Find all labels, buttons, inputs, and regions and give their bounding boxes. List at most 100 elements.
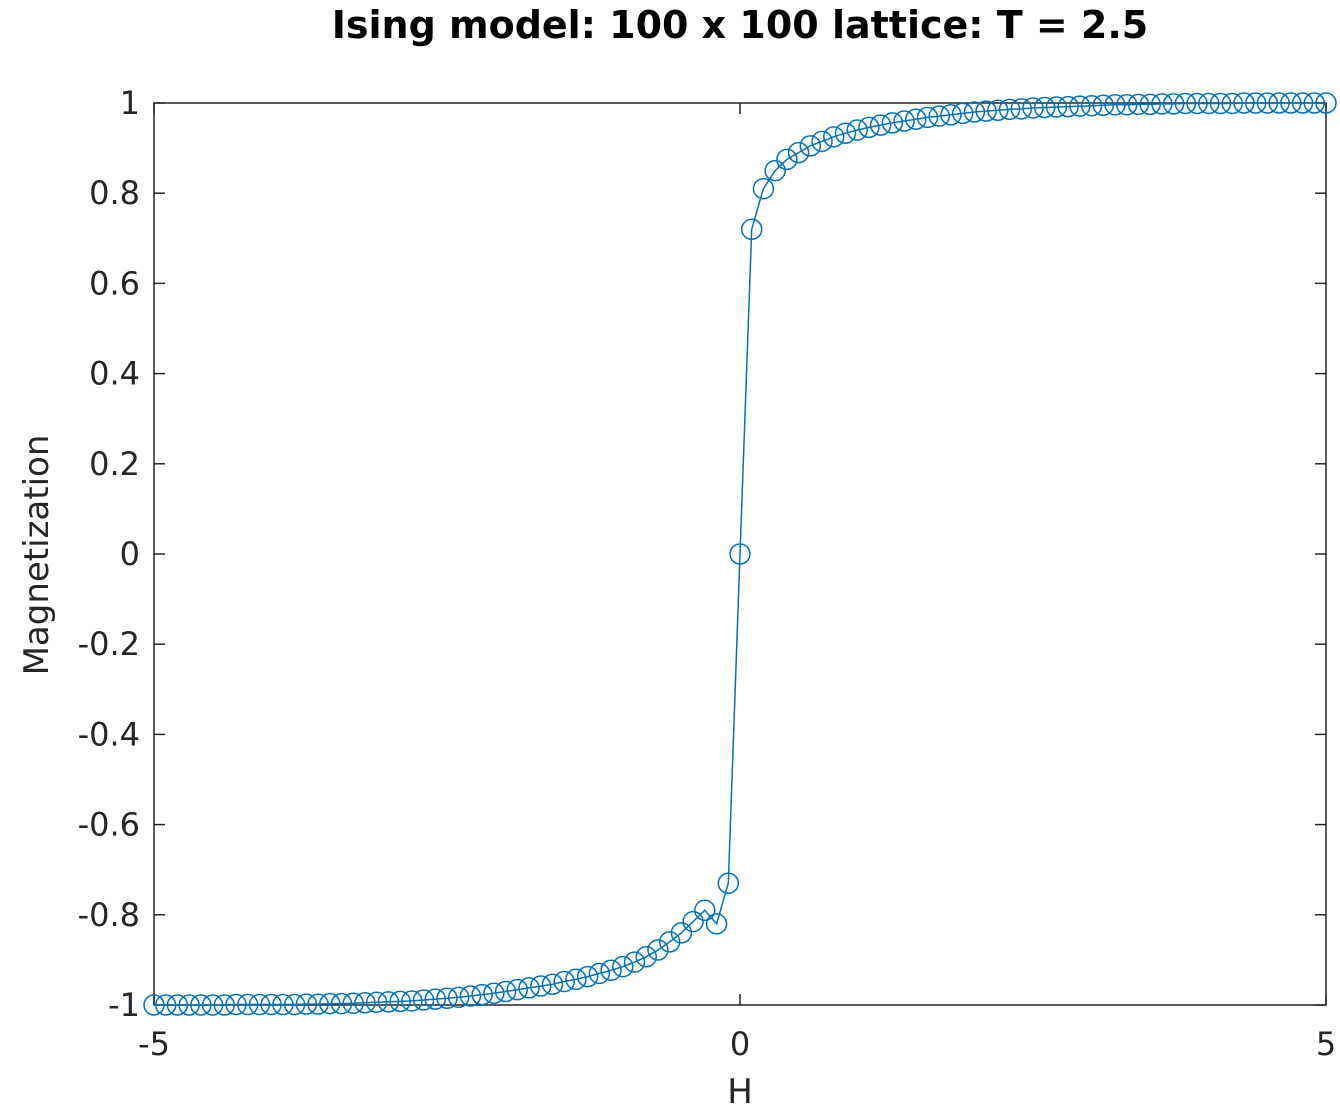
data-point-marker [248, 993, 271, 1016]
data-point-marker [893, 110, 915, 132]
data-point-marker [1033, 96, 1056, 119]
data-point-marker [330, 992, 353, 1015]
data-point-marker [506, 978, 529, 1001]
data-point-marker [213, 994, 236, 1016]
data-point-marker [424, 988, 447, 1010]
data-point-marker [447, 986, 470, 1009]
y-tick-label: 0 [120, 535, 140, 573]
data-point-marker [940, 103, 962, 126]
data-point-marker [1151, 93, 1173, 115]
data-point-marker [295, 993, 318, 1015]
data-point-marker [823, 126, 845, 148]
x-axis-tick-labels: -5 0 5 [138, 1025, 1336, 1063]
data-point-marker [483, 982, 505, 1005]
data-point-marker [951, 102, 974, 125]
y-tick-label: -0.2 [78, 625, 140, 663]
data-point-marker [143, 994, 165, 1016]
data-point-marker [928, 105, 950, 127]
data-point-marker [682, 910, 704, 933]
data-point-marker [670, 922, 693, 944]
data-point-marker [1116, 94, 1138, 116]
data-point-marker [776, 148, 798, 171]
data-point-marker [612, 955, 634, 978]
y-tick-label: -0.4 [78, 715, 140, 753]
data-point-marker [905, 108, 927, 130]
data-point-marker [494, 980, 517, 1003]
y-tick-label: 0.6 [89, 264, 140, 302]
y-tick-label: -0.8 [78, 896, 140, 934]
data-point-marker [1045, 96, 1068, 118]
data-point-marker [1198, 92, 1220, 115]
data-point-marker [975, 100, 997, 122]
magnetization-series-markers [143, 92, 1337, 1016]
data-point-marker [1244, 92, 1267, 114]
data-point-marker [998, 98, 1021, 121]
magnetization-series-line [154, 102, 1326, 1006]
data-point-marker [1057, 95, 1079, 118]
data-point-marker [1080, 94, 1103, 117]
x-tick-label: 5 [1316, 1025, 1336, 1063]
data-point-marker [752, 177, 775, 200]
data-point-marker [412, 989, 435, 1011]
data-point-marker [471, 983, 493, 1006]
data-point-marker [987, 99, 1009, 121]
data-point-marker [459, 985, 482, 1007]
y-tick-label: -0.6 [78, 806, 140, 844]
data-point-marker [190, 994, 212, 1016]
data-point-marker [401, 990, 423, 1012]
data-point-marker [377, 991, 400, 1013]
data-point-marker [283, 993, 306, 1016]
y-tick-label: 0.4 [89, 355, 140, 393]
data-point-marker [178, 994, 200, 1016]
data-point-marker [1221, 92, 1243, 115]
data-point-marker [811, 130, 833, 153]
data-point-marker [740, 218, 763, 241]
y-axis-label: Magnetization [17, 435, 57, 676]
x-axis-label: H [727, 1072, 753, 1110]
data-point-marker [307, 993, 329, 1015]
y-tick-label: 1 [120, 84, 140, 122]
data-point-marker [1209, 92, 1232, 115]
data-point-marker [389, 990, 411, 1013]
data-point-marker [1022, 97, 1044, 119]
data-point-marker [647, 939, 669, 961]
data-point-marker [365, 991, 388, 1014]
data-point-marker [1280, 92, 1302, 114]
chart-title: Ising model: 100 x 100 lattice: T = 2.5 [332, 3, 1149, 47]
data-point-marker [518, 977, 540, 999]
data-point-marker [1186, 92, 1208, 115]
data-point-marker [1303, 92, 1326, 114]
data-point-marker [154, 994, 177, 1016]
data-point-marker [553, 970, 575, 993]
x-tick-label: -5 [138, 1025, 170, 1063]
data-point-marker [846, 119, 868, 141]
data-point-marker [1233, 92, 1255, 114]
data-point-marker [1010, 98, 1033, 120]
data-point-marker [565, 968, 587, 991]
data-point-marker [600, 959, 622, 982]
data-point-marker [166, 994, 189, 1016]
data-point-marker [834, 122, 857, 144]
data-point-marker [799, 135, 822, 157]
data-point-marker [717, 872, 740, 894]
y-tick-label: 0.2 [89, 445, 140, 483]
data-point-marker [1268, 92, 1290, 114]
y-axis-tick-labels: -1 -0.8 -0.6 -0.4 -0.2 0 0.2 0.4 0.6 0.8 1 [78, 84, 140, 1024]
data-point-marker [635, 945, 657, 968]
data-point-marker [1174, 92, 1197, 115]
data-point-marker [1162, 93, 1185, 115]
data-point-marker [436, 987, 458, 1009]
data-point-marker [1291, 92, 1314, 114]
data-point-marker [272, 993, 294, 1016]
x-tick-label: 0 [730, 1025, 750, 1063]
data-point-marker [623, 951, 646, 973]
data-point-marker [764, 159, 786, 182]
data-point-marker [1139, 93, 1161, 116]
data-point-marker [588, 962, 611, 985]
data-point-marker [1069, 95, 1091, 117]
data-point-marker [787, 141, 810, 164]
data-point-marker [342, 992, 364, 1014]
data-point-marker [658, 931, 681, 953]
data-point-marker [225, 993, 247, 1016]
